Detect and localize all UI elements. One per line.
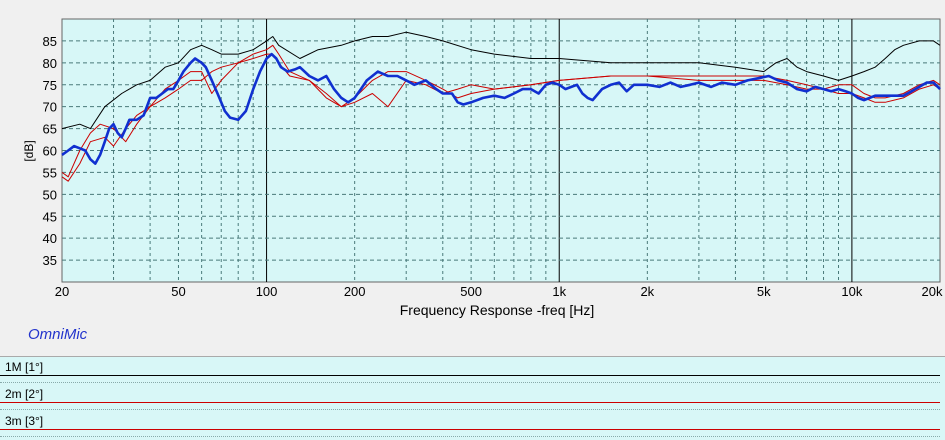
legend-separator [0,382,940,383]
y-tick-label: 35 [43,253,57,268]
y-tick-label: 70 [43,100,57,115]
legend-separator [0,409,940,410]
legend-swatch-line [0,375,940,376]
legend-swatch-line [0,429,940,430]
y-tick-label: 60 [43,144,57,159]
y-tick-label: 45 [43,209,57,224]
x-axis-label: Frequency Response -freq [Hz] [400,302,595,318]
y-tick-label: 65 [43,122,57,137]
x-tick-label: 50 [171,284,185,299]
legend-swatch-line [0,402,940,403]
x-tick-label: 2k [640,284,654,299]
x-tick-label: 20 [55,284,69,299]
x-tick-label: 200 [344,284,366,299]
series-line-1 [61,31,941,130]
y-axis-label: [dB] [22,140,36,161]
legend-item[interactable]: 2m [2°] [0,384,945,411]
legend-separator [0,436,940,437]
x-tick-label: 1k [552,284,566,299]
legend-label: 1M [1°] [5,360,44,374]
x-tick-label: 10k [841,284,862,299]
y-tick-label: 55 [43,165,57,180]
legend-panel: 1M [1°] 2m [2°] 3m [3°] [0,356,945,440]
y-tick-label: 80 [43,56,57,71]
legend-item[interactable]: 1M [1°] [0,357,945,384]
x-tick-label: 500 [460,284,482,299]
frequency-response-chart: 35 40 45 50 55 60 65 70 75 80 85 20 50 100 200 500 1k 2k… [22,18,943,318]
legend-label: 2m [2°] [5,387,44,401]
x-tick-label: 20k [922,284,943,299]
x-tick-label: 100 [256,284,278,299]
legend-label: 3m [3°] [5,414,44,428]
legend-item[interactable]: 3m [3°] [0,411,945,438]
series-line-4 [61,52,941,165]
omnimic-brand-label: OmniMic [28,326,88,343]
y-tick-label: 50 [43,187,57,202]
y-tick-label: 75 [43,78,57,93]
y-tick-label: 85 [43,34,57,49]
x-tick-label: 5k [757,284,771,299]
y-tick-label: 40 [43,231,57,246]
